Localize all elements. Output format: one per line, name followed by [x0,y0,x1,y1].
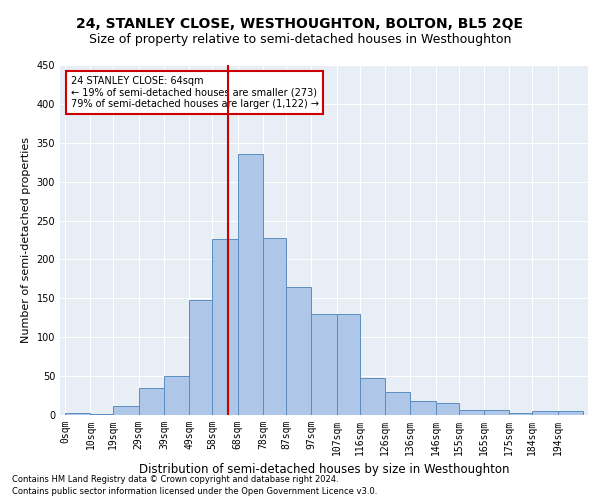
Bar [65,414,91,415]
Text: Size of property relative to semi-detached houses in Westhoughton: Size of property relative to semi-detach… [89,32,511,46]
Bar [458,410,484,415]
X-axis label: Distribution of semi-detached houses by size in Westhoughton: Distribution of semi-detached houses by … [139,464,509,476]
Text: 24 STANLEY CLOSE: 64sqm
← 19% of semi-detached houses are smaller (273)
79% of s: 24 STANLEY CLOSE: 64sqm ← 19% of semi-de… [71,76,319,108]
Bar [286,286,311,415]
Bar [238,154,263,415]
Bar [212,239,238,415]
Bar [164,376,190,415]
Bar [509,414,532,415]
Bar [484,410,509,415]
Bar [113,406,139,415]
Text: Contains HM Land Registry data © Crown copyright and database right 2024.: Contains HM Land Registry data © Crown c… [12,475,338,484]
Bar [337,314,359,415]
Bar [190,300,212,415]
Text: 24, STANLEY CLOSE, WESTHOUGHTON, BOLTON, BL5 2QE: 24, STANLEY CLOSE, WESTHOUGHTON, BOLTON,… [77,18,523,32]
Bar [385,392,410,415]
Bar [263,238,286,415]
Bar [91,414,113,415]
Bar [436,404,458,415]
Y-axis label: Number of semi-detached properties: Number of semi-detached properties [21,137,31,343]
Bar [139,388,164,415]
Bar [359,378,385,415]
Bar [311,314,337,415]
Text: Contains public sector information licensed under the Open Government Licence v3: Contains public sector information licen… [12,487,377,496]
Bar [532,411,557,415]
Bar [410,401,436,415]
Bar [557,411,583,415]
